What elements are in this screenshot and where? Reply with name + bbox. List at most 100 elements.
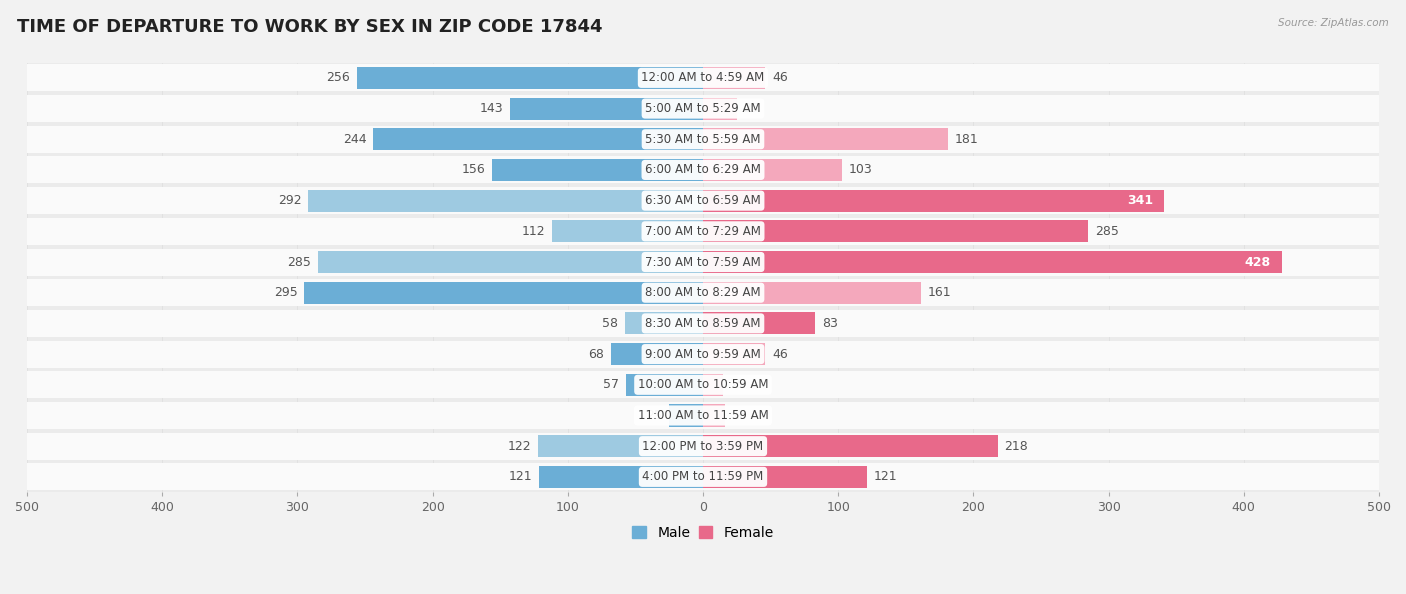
Bar <box>373 128 703 150</box>
Text: 57: 57 <box>603 378 619 391</box>
Bar <box>27 371 1379 399</box>
Bar <box>318 251 703 273</box>
Bar <box>27 339 1379 369</box>
Text: 11:00 AM to 11:59 AM: 11:00 AM to 11:59 AM <box>638 409 768 422</box>
Text: 46: 46 <box>772 71 787 84</box>
Text: 143: 143 <box>479 102 503 115</box>
Bar <box>703 97 737 119</box>
Bar <box>703 282 921 304</box>
Bar <box>27 247 1379 277</box>
Bar <box>27 369 1379 400</box>
Bar <box>27 64 1379 91</box>
Bar <box>703 220 1088 242</box>
Text: 4:00 PM to 11:59 PM: 4:00 PM to 11:59 PM <box>643 470 763 484</box>
Bar <box>703 128 948 150</box>
Text: 103: 103 <box>849 163 873 176</box>
Bar <box>540 466 703 488</box>
Text: 341: 341 <box>1128 194 1153 207</box>
Text: 6:30 AM to 6:59 AM: 6:30 AM to 6:59 AM <box>645 194 761 207</box>
Bar <box>27 124 1379 154</box>
Bar <box>509 97 703 119</box>
Text: 58: 58 <box>602 317 617 330</box>
Bar <box>626 374 703 396</box>
Text: 428: 428 <box>1244 255 1271 268</box>
Bar <box>27 93 1379 124</box>
Bar <box>27 279 1379 307</box>
Bar <box>703 251 1282 273</box>
Text: 121: 121 <box>509 470 533 484</box>
Text: 7:30 AM to 7:59 AM: 7:30 AM to 7:59 AM <box>645 255 761 268</box>
Bar <box>703 405 724 426</box>
Text: 218: 218 <box>1004 440 1028 453</box>
Bar <box>703 343 765 365</box>
Bar <box>27 218 1379 245</box>
Text: 292: 292 <box>278 194 301 207</box>
Bar <box>27 463 1379 491</box>
Bar <box>703 67 765 89</box>
Bar <box>551 220 703 242</box>
Bar <box>27 432 1379 460</box>
Bar <box>304 282 703 304</box>
Text: 156: 156 <box>461 163 485 176</box>
Bar <box>703 189 1164 211</box>
Text: 244: 244 <box>343 132 367 146</box>
Bar <box>27 277 1379 308</box>
Text: 12:00 PM to 3:59 PM: 12:00 PM to 3:59 PM <box>643 440 763 453</box>
Text: 25: 25 <box>647 409 662 422</box>
Bar <box>27 310 1379 337</box>
Text: 6:00 AM to 6:29 AM: 6:00 AM to 6:29 AM <box>645 163 761 176</box>
Bar <box>538 435 703 457</box>
Bar <box>703 159 842 181</box>
Text: 46: 46 <box>772 347 787 361</box>
Bar <box>27 216 1379 247</box>
Bar <box>27 154 1379 185</box>
Text: 25: 25 <box>744 102 759 115</box>
Text: 5:30 AM to 5:59 AM: 5:30 AM to 5:59 AM <box>645 132 761 146</box>
Bar <box>703 435 998 457</box>
Text: 12:00 AM to 4:59 AM: 12:00 AM to 4:59 AM <box>641 71 765 84</box>
Text: 112: 112 <box>522 225 544 238</box>
Bar <box>624 312 703 334</box>
Bar <box>27 340 1379 368</box>
Text: 256: 256 <box>326 71 350 84</box>
Text: 68: 68 <box>589 347 605 361</box>
Text: 295: 295 <box>274 286 298 299</box>
Text: 181: 181 <box>955 132 979 146</box>
Text: 285: 285 <box>1095 225 1119 238</box>
Bar <box>27 431 1379 462</box>
Bar <box>703 312 815 334</box>
Text: 285: 285 <box>287 255 311 268</box>
Text: 5:00 AM to 5:29 AM: 5:00 AM to 5:29 AM <box>645 102 761 115</box>
Bar <box>27 308 1379 339</box>
Bar <box>27 156 1379 184</box>
Text: 10:00 AM to 10:59 AM: 10:00 AM to 10:59 AM <box>638 378 768 391</box>
Bar <box>703 374 723 396</box>
Text: 8:00 AM to 8:29 AM: 8:00 AM to 8:29 AM <box>645 286 761 299</box>
Bar <box>27 248 1379 276</box>
Bar <box>492 159 703 181</box>
Text: 83: 83 <box>823 317 838 330</box>
Text: 9:00 AM to 9:59 AM: 9:00 AM to 9:59 AM <box>645 347 761 361</box>
Bar <box>669 405 703 426</box>
Bar <box>27 187 1379 214</box>
Bar <box>27 95 1379 122</box>
Bar <box>308 189 703 211</box>
Bar <box>27 185 1379 216</box>
Text: Source: ZipAtlas.com: Source: ZipAtlas.com <box>1278 18 1389 28</box>
Bar <box>27 402 1379 429</box>
Text: 161: 161 <box>928 286 950 299</box>
Bar <box>27 62 1379 93</box>
Text: 7:00 AM to 7:29 AM: 7:00 AM to 7:29 AM <box>645 225 761 238</box>
Text: 15: 15 <box>730 378 747 391</box>
Text: 8:30 AM to 8:59 AM: 8:30 AM to 8:59 AM <box>645 317 761 330</box>
Bar <box>27 400 1379 431</box>
Bar <box>27 126 1379 153</box>
Bar <box>27 462 1379 492</box>
Bar <box>612 343 703 365</box>
Text: TIME OF DEPARTURE TO WORK BY SEX IN ZIP CODE 17844: TIME OF DEPARTURE TO WORK BY SEX IN ZIP … <box>17 18 602 36</box>
Text: 121: 121 <box>873 470 897 484</box>
Text: 122: 122 <box>508 440 531 453</box>
Text: 16: 16 <box>731 409 747 422</box>
Bar <box>357 67 703 89</box>
Legend: Male, Female: Male, Female <box>627 520 779 545</box>
